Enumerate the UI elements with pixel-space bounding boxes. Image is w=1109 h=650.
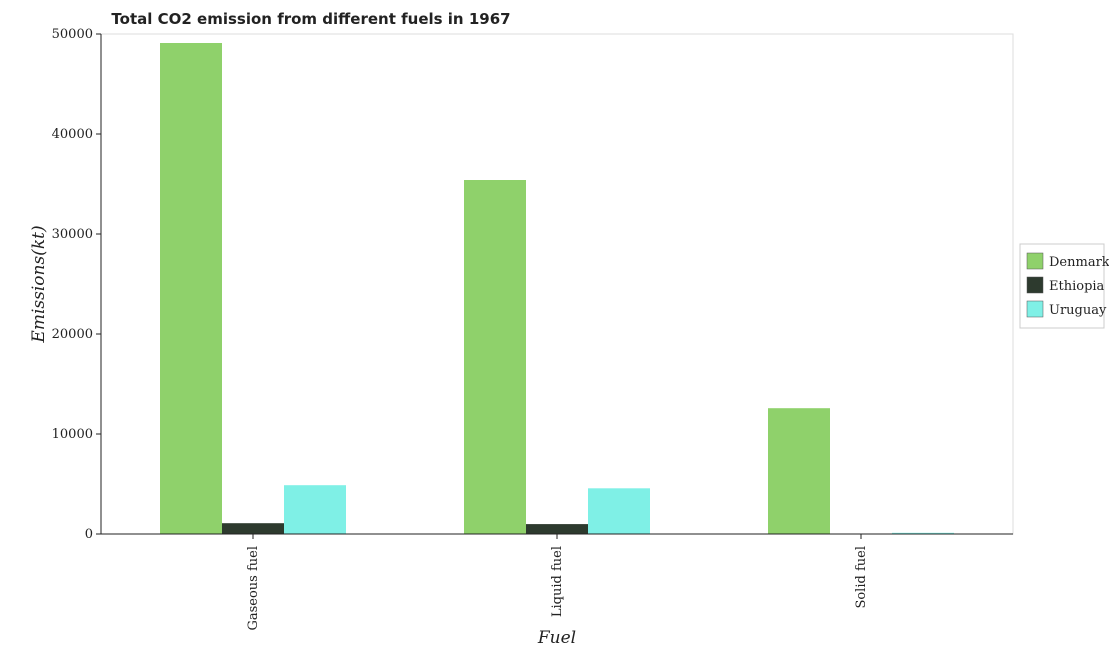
plot-frame <box>100 33 1014 535</box>
x-tick-label: Solid fuel <box>854 546 869 609</box>
legend-swatch-denmark <box>1026 252 1044 270</box>
plot-area: 0 10000 20000 30000 40000 50000 Gaseous fuel L… <box>52 27 1014 631</box>
legend-swatch-uruguay <box>1026 300 1044 318</box>
y-tick-label: 40000 <box>52 127 93 142</box>
bar-denmark-solid-fuel <box>768 408 830 534</box>
bar-uruguay-liquid-fuel <box>588 488 650 534</box>
bar-ethiopia-liquid-fuel <box>526 524 588 534</box>
bar-uruguay-solid-fuel <box>892 532 954 534</box>
x-ticks: Gaseous fuel Liquid fuel Solid fuel <box>246 534 869 631</box>
legend-label-uruguay: Uruguay <box>1049 303 1107 318</box>
legend: Denmark Ethiopia Uruguay <box>1019 243 1109 329</box>
y-tick-label: 20000 <box>52 327 93 342</box>
bar-denmark-gaseous-fuel <box>160 43 222 534</box>
legend-label-ethiopia: Ethiopia <box>1049 279 1105 294</box>
y-tick-label: 50000 <box>52 27 93 42</box>
y-tick-label: 30000 <box>52 227 93 242</box>
x-tick-label: Gaseous fuel <box>246 546 261 631</box>
legend-swatch-ethiopia <box>1026 276 1044 294</box>
y-tick-label: 0 <box>85 527 93 542</box>
bar-uruguay-gaseous-fuel <box>284 485 346 534</box>
bar-denmark-liquid-fuel <box>464 180 526 534</box>
legend-label-denmark: Denmark <box>1049 255 1109 270</box>
chart-title: Total CO2 emission from different fuels … <box>111 10 510 28</box>
y-axis-label: Emissions(kt) <box>29 225 49 343</box>
bar-ethiopia-gaseous-fuel <box>222 523 284 534</box>
bars <box>160 43 954 534</box>
y-tick-label: 10000 <box>52 427 93 442</box>
y-ticks: 0 10000 20000 30000 40000 50000 <box>52 27 101 542</box>
x-axis-label: Fuel <box>537 628 576 648</box>
x-tick-label: Liquid fuel <box>550 546 565 617</box>
